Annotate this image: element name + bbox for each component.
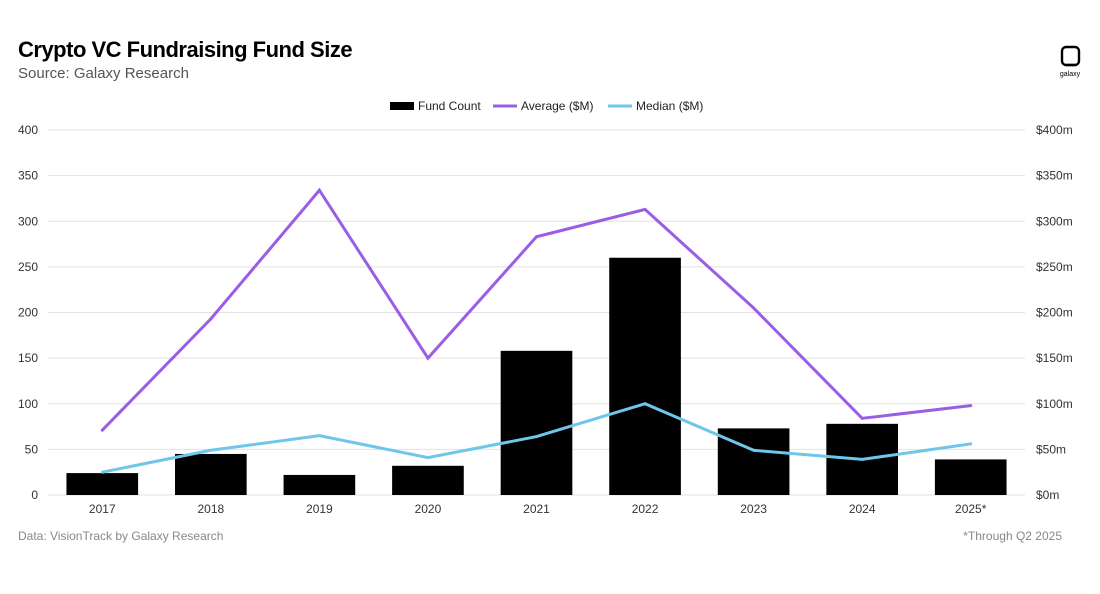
average-line-point xyxy=(752,306,756,310)
median-line-point xyxy=(643,402,647,406)
bar-fund-count xyxy=(175,453,247,495)
y-left-tick-label: 250 xyxy=(18,260,38,274)
line-series xyxy=(100,187,973,474)
median-line-point xyxy=(535,435,538,439)
average-line-point xyxy=(860,416,864,420)
average-line-point xyxy=(426,356,430,360)
y-left-tick-label: 300 xyxy=(18,214,38,228)
y-right-tick-label: $400m xyxy=(1036,123,1073,137)
average-line-point xyxy=(100,428,104,432)
median-line-point xyxy=(860,457,864,461)
average-line-point xyxy=(969,404,973,408)
x-tick-label: 2020 xyxy=(415,502,442,516)
y-right-tick-label: $100m xyxy=(1036,397,1073,411)
x-tick-label: 2025* xyxy=(955,502,987,516)
y-left-tick-label: 400 xyxy=(18,123,38,137)
y-right-tick-label: $0m xyxy=(1036,488,1059,502)
axis-ticks: 0 $0m 50 $50m 100 $100m 150 $150m 200 $200m 250 $25… xyxy=(18,123,1073,516)
galaxy-logo: galaxy xyxy=(1055,44,1085,80)
footnote: *Through Q2 2025 xyxy=(963,529,1062,543)
y-left-tick-label: 350 xyxy=(18,169,38,183)
bar-fund-count xyxy=(283,474,356,495)
y-left-tick-label: 0 xyxy=(31,488,38,502)
x-tick-label: 2021 xyxy=(523,502,550,516)
median-line-point xyxy=(317,434,321,438)
bar-fund-count xyxy=(609,257,681,495)
data-source-note: Data: VisionTrack by Galaxy Research xyxy=(18,529,224,543)
bar-fund-count xyxy=(66,473,139,495)
median-line-point xyxy=(426,456,430,460)
y-left-tick-label: 200 xyxy=(18,306,38,320)
x-tick-label: 2024 xyxy=(849,502,876,516)
legend: Fund Count Average ($M) Median ($M) xyxy=(390,99,703,113)
chart-subtitle: Source: Galaxy Research xyxy=(18,65,189,82)
average-line-point xyxy=(317,188,321,192)
legend-average-label: Average ($M) xyxy=(521,99,593,113)
bar-series xyxy=(66,257,1007,495)
legend-fund-count-label: Fund Count xyxy=(418,99,481,113)
chart-title: Crypto VC Fundraising Fund Size xyxy=(18,37,353,62)
y-right-tick-label: $200m xyxy=(1036,306,1073,320)
y-right-tick-label: $350m xyxy=(1036,169,1073,183)
y-right-tick-label: $150m xyxy=(1036,351,1073,365)
average-line-point xyxy=(643,207,647,211)
y-left-tick-label: 150 xyxy=(18,351,38,365)
median-line-point xyxy=(209,448,213,452)
legend-fund-count-swatch xyxy=(390,102,414,110)
median-line-point xyxy=(100,470,104,474)
bar-fund-count xyxy=(500,350,573,495)
median-line-point xyxy=(969,442,973,446)
average-line-point xyxy=(535,235,538,239)
bar-fund-count xyxy=(934,459,1007,495)
legend-median-label: Median ($M) xyxy=(636,99,703,113)
x-tick-label: 2022 xyxy=(632,502,659,516)
y-right-tick-label: $300m xyxy=(1036,214,1073,228)
y-right-tick-label: $250m xyxy=(1036,260,1073,274)
y-left-tick-label: 50 xyxy=(25,442,39,456)
median-line-point xyxy=(752,448,756,452)
galaxy-logo-text: galaxy xyxy=(1060,71,1081,78)
average-line-point xyxy=(209,317,213,321)
y-right-tick-label: $50m xyxy=(1036,442,1066,456)
y-left-tick-label: 100 xyxy=(18,397,38,411)
x-tick-label: 2023 xyxy=(740,502,767,516)
x-tick-label: 2018 xyxy=(197,502,224,516)
x-tick-label: 2017 xyxy=(89,502,116,516)
bar-fund-count xyxy=(392,465,464,495)
x-tick-label: 2019 xyxy=(306,502,333,516)
